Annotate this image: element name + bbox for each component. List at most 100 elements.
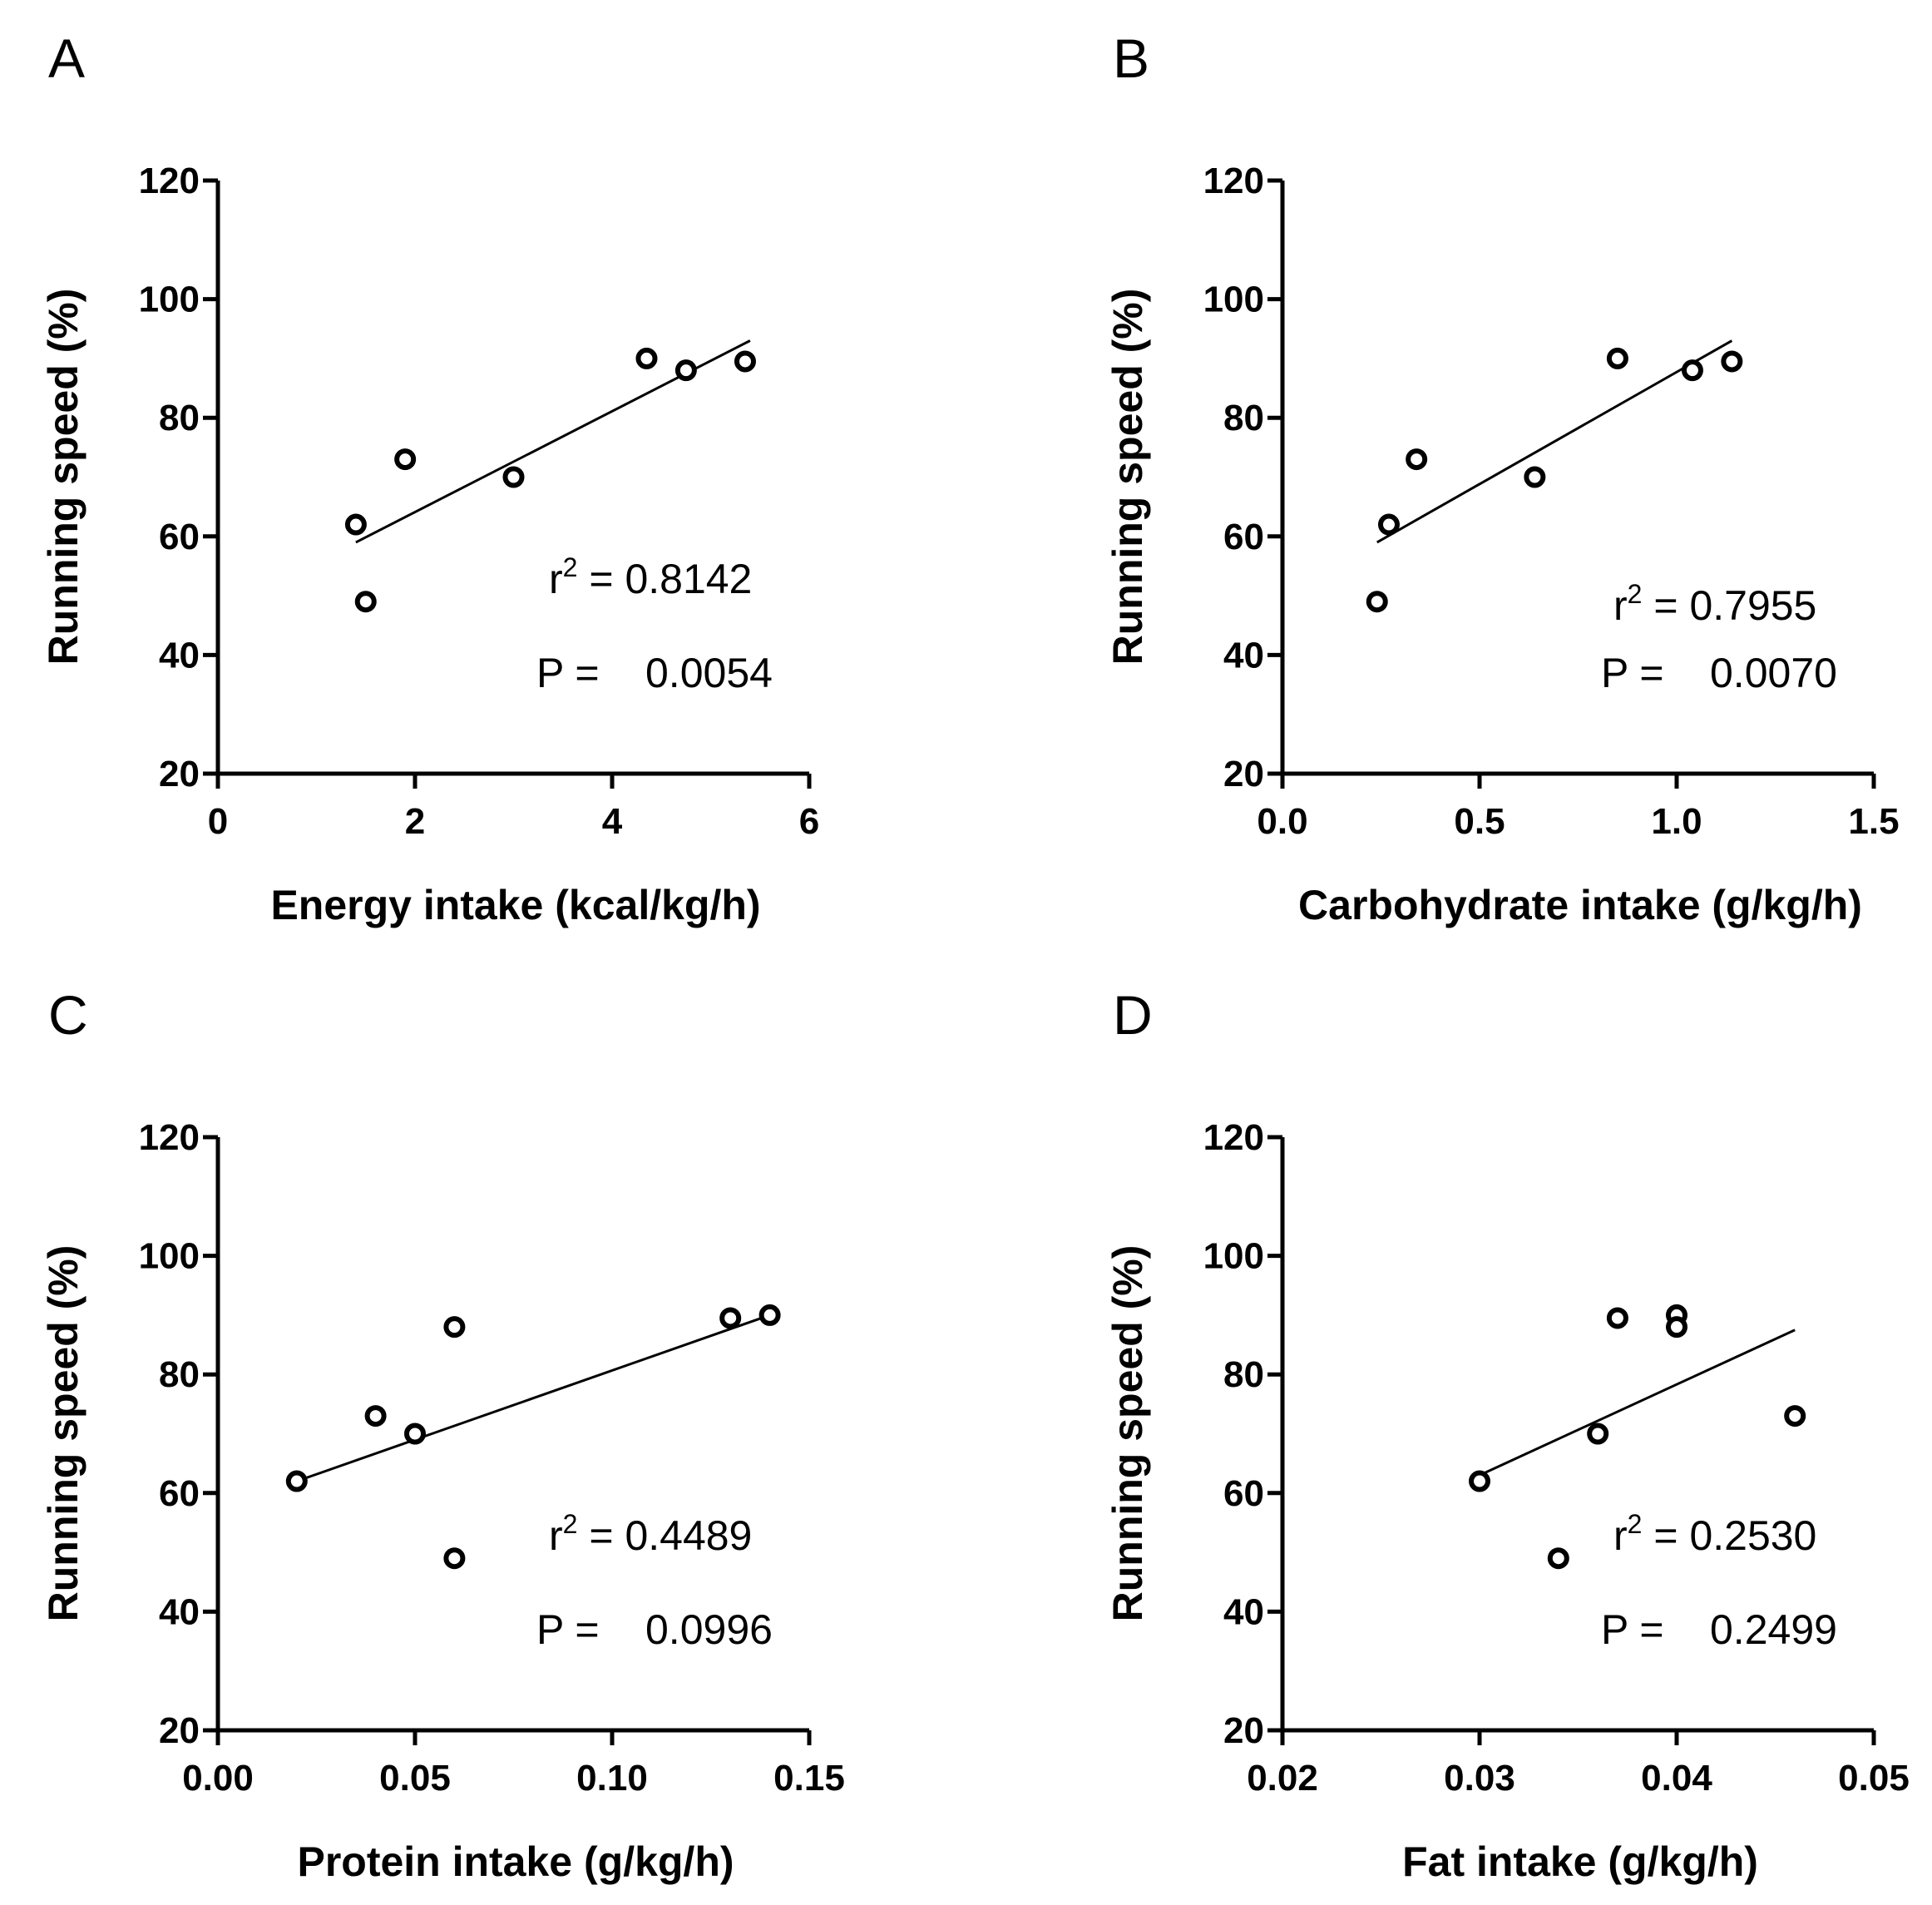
data-point	[1784, 1405, 1806, 1428]
y-tick-label: 20	[159, 1710, 200, 1751]
y-tick-label: 80	[159, 1354, 200, 1395]
x-tick-label: 1.0	[1651, 801, 1702, 842]
r2-prefix: r	[549, 556, 563, 602]
data-point	[734, 350, 756, 373]
panel-b: B 20 40 60 80 100 120 0.0 0.5 1.0 1.5 Running spe…	[1104, 27, 1900, 928]
y-axis-label: Running speed (%)	[1104, 1245, 1151, 1622]
p-value: 0.2499	[1710, 1606, 1837, 1653]
r2-value: 0.8142	[625, 556, 752, 602]
r2-value: 0.7955	[1689, 582, 1816, 629]
r2-prefix: r	[1613, 1512, 1628, 1559]
data-point	[443, 1316, 466, 1338]
x-axis-label: Fat intake (g/kg/h)	[1402, 1838, 1758, 1885]
y-tick-label: 60	[159, 1473, 200, 1514]
data-point	[1469, 1470, 1490, 1492]
y-axis-label: Running speed (%)	[40, 289, 86, 666]
p-value: 0.0054	[645, 650, 773, 696]
x-tick-label: 0.10	[576, 1758, 648, 1799]
y-tick-label: 100	[139, 280, 200, 320]
p-prefix: P =	[1601, 1606, 1675, 1653]
x-tick-label: 4	[602, 801, 623, 842]
data-point	[1721, 350, 1743, 373]
r2-annotation: r2 = 0.7955	[1613, 579, 1816, 629]
y-tick-label: 80	[159, 398, 200, 438]
plot-area: 20 40 60 80 100 120 0.02 0.03 0.04 0.05	[1203, 1117, 1910, 1799]
x-tick-label: 0.5	[1454, 801, 1505, 842]
data-point	[502, 466, 525, 488]
x-tick-label: 1.5	[1848, 801, 1899, 842]
data-point	[1524, 466, 1546, 488]
x-tick-label: 0.05	[379, 1758, 451, 1799]
plot-area: 20 40 60 80 100 120 0 2 4 6	[139, 161, 820, 842]
panel-letter: D	[1113, 984, 1153, 1046]
data-point	[404, 1423, 426, 1445]
r2-prefix: r	[1613, 582, 1628, 629]
x-tick-label: 0	[208, 801, 228, 842]
panel-letter: A	[48, 27, 85, 89]
y-tick-label: 20	[159, 754, 200, 794]
x-tick-label: 0.05	[1838, 1758, 1910, 1799]
r2-superscript: 2	[1628, 579, 1643, 609]
y-tick-label: 100	[1203, 1236, 1264, 1277]
data-point	[1406, 448, 1428, 471]
x-tick-label: 6	[799, 801, 819, 842]
y-tick-label: 120	[139, 1117, 200, 1158]
r2-superscript: 2	[563, 552, 578, 582]
data-point	[364, 1405, 387, 1428]
r2-equals: =	[577, 1512, 625, 1559]
r2-equals: =	[1642, 582, 1689, 629]
r2-annotation: r2 = 0.8142	[549, 552, 752, 602]
r2-prefix: r	[549, 1512, 563, 1559]
y-axis-label: Running speed (%)	[40, 1245, 86, 1622]
y-tick-label: 60	[159, 517, 200, 557]
p-annotation: P = 0.0996	[536, 1606, 773, 1653]
y-tick-label: 20	[1223, 754, 1264, 794]
y-tick-label: 40	[1223, 1591, 1264, 1632]
p-value: 0.0996	[645, 1606, 773, 1653]
y-tick-label: 20	[1223, 1710, 1264, 1751]
p-prefix: P =	[1601, 650, 1675, 696]
p-annotation: P = 0.0070	[1601, 650, 1837, 696]
x-tick-label: 0.15	[773, 1758, 845, 1799]
p-prefix: P =	[536, 1606, 610, 1653]
plot-area: 20 40 60 80 100 120 0.0 0.5 1.0 1.5	[1203, 161, 1900, 842]
p-annotation: P = 0.2499	[1601, 1606, 1837, 1653]
r2-equals: =	[577, 556, 625, 602]
regression-line	[1376, 339, 1733, 544]
plot-area: 20 40 60 80 100 120 0.00 0.05 0.10 0.15	[139, 1117, 845, 1799]
panel-a: A 20 40 60 80 100 120 0 2 4 6 Running speed (%) E…	[40, 27, 819, 928]
r2-annotation: r2 = 0.2530	[1613, 1509, 1816, 1559]
data-point	[1377, 513, 1400, 536]
data-point	[674, 359, 697, 382]
y-tick-label: 100	[1203, 280, 1264, 320]
panel-letter: C	[48, 984, 88, 1046]
data-point	[1547, 1547, 1569, 1570]
data-point	[394, 448, 417, 471]
data-point	[1606, 1307, 1628, 1329]
data-point	[354, 591, 377, 613]
x-tick-label: 0.00	[182, 1758, 254, 1799]
x-tick-label: 0.03	[1444, 1758, 1515, 1799]
x-axis-label: Carbohydrate intake (g/kg/h)	[1298, 882, 1862, 928]
panel-d: D 20 40 60 80 100 120 0.02 0.03 0.04 0.05 Running…	[1104, 984, 1910, 1885]
x-tick-label: 0.04	[1641, 1758, 1712, 1799]
y-tick-label: 120	[139, 161, 200, 201]
r2-value: 0.4489	[625, 1512, 752, 1559]
y-tick-label: 80	[1223, 1354, 1264, 1395]
y-tick-label: 60	[1223, 1473, 1264, 1514]
data-point	[1606, 347, 1628, 369]
y-tick-label: 60	[1223, 517, 1264, 557]
r2-annotation: r2 = 0.4489	[549, 1509, 752, 1559]
y-tick-label: 80	[1223, 398, 1264, 438]
y-tick-label: 100	[139, 1236, 200, 1277]
r2-value: 0.2530	[1689, 1512, 1816, 1559]
r2-equals: =	[1642, 1512, 1689, 1559]
y-tick-label: 40	[1223, 635, 1264, 675]
p-value: 0.0070	[1710, 650, 1837, 696]
data-point	[1681, 359, 1703, 382]
x-axis-label: Protein intake (g/kg/h)	[297, 1838, 734, 1885]
data-point	[1666, 1316, 1687, 1338]
x-tick-label: 0.02	[1247, 1758, 1318, 1799]
r2-superscript: 2	[1628, 1509, 1643, 1539]
